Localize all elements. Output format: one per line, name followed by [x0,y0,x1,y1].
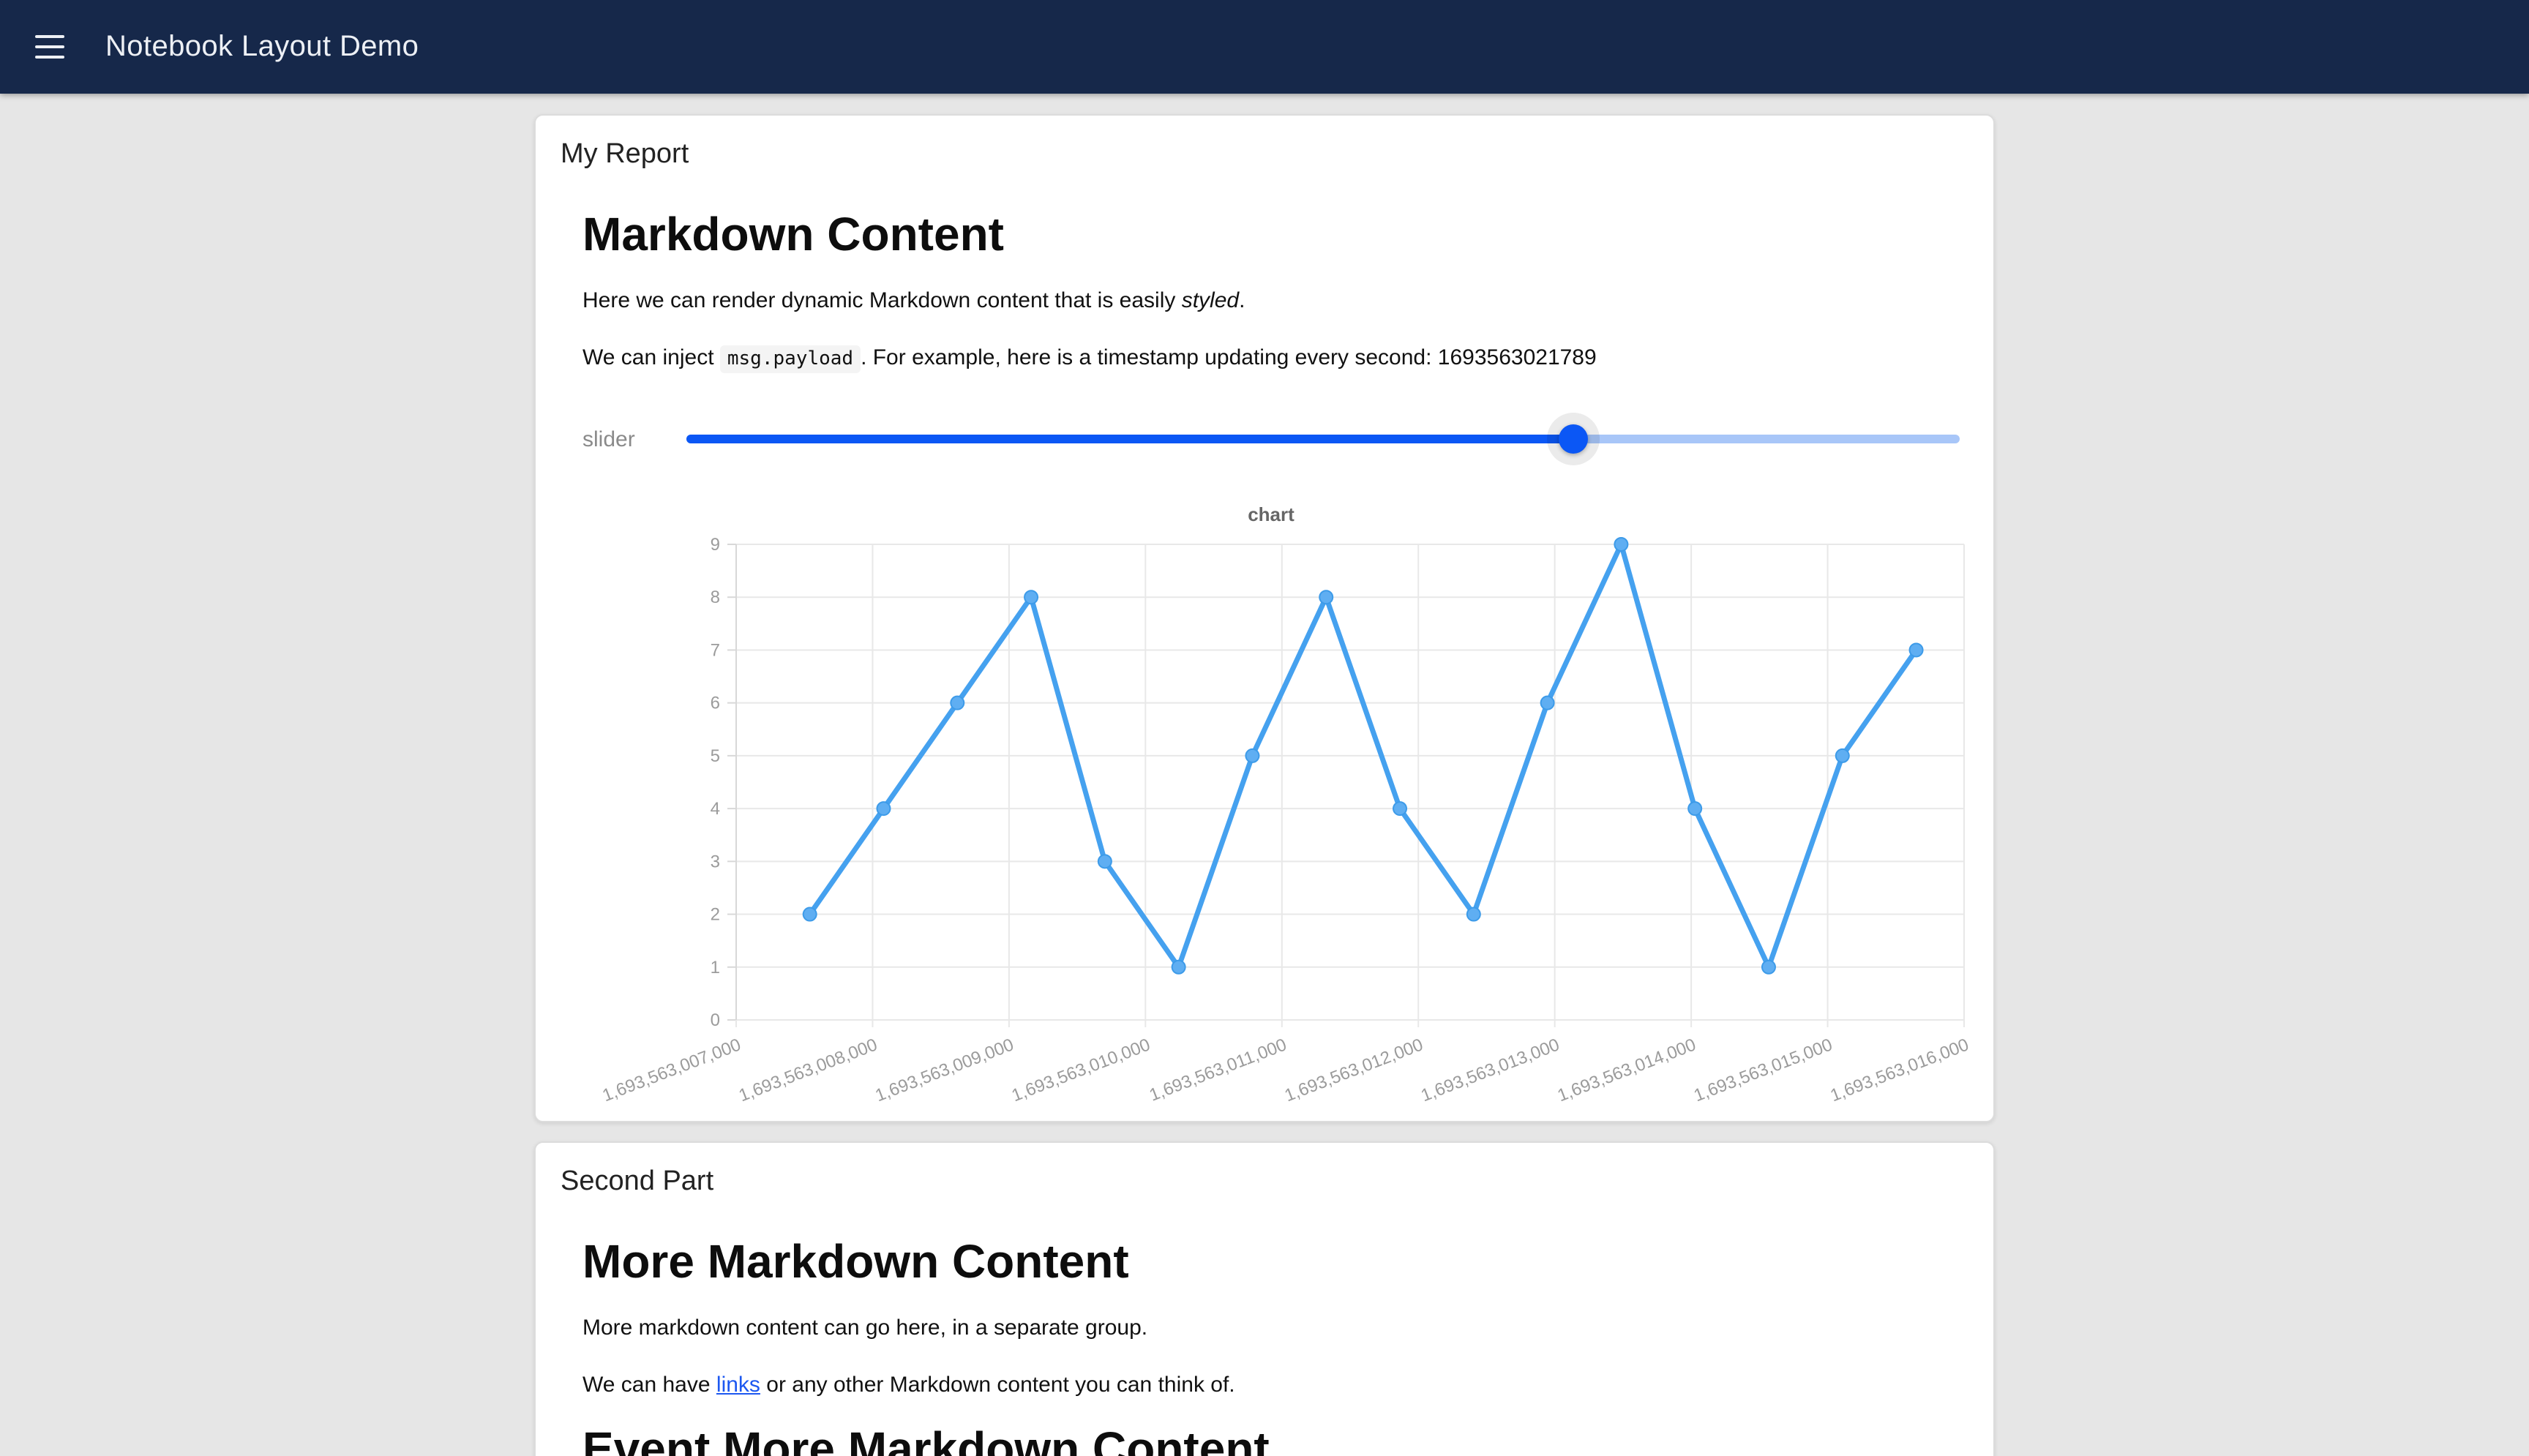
svg-text:6: 6 [711,694,720,713]
app-header: Notebook Layout Demo [0,0,2529,94]
svg-text:1,693,563,011,000: 1,693,563,011,000 [1147,1035,1289,1105]
svg-text:9: 9 [711,535,720,555]
card-my-report: My Report Markdown Content Here we can r… [534,114,1995,1122]
menu-button[interactable] [20,18,79,76]
svg-text:1: 1 [711,958,720,977]
timestamp-value: 1693563021789 [1437,345,1597,370]
slider-thumb[interactable] [1558,424,1588,454]
svg-text:5: 5 [711,746,720,766]
svg-text:1,693,563,014,000: 1,693,563,014,000 [1555,1035,1699,1106]
markdown-heading: Markdown Content [582,208,1004,260]
svg-text:1,693,563,008,000: 1,693,563,008,000 [736,1035,880,1106]
slider-fill [686,435,1573,443]
inline-code: msg.payload [719,345,861,373]
markdown-paragraph-3: More markdown content can go here, in a … [582,1316,1148,1340]
markdown-content: Markdown Content Here we can render dyna… [582,209,1960,375]
hamburger-icon [35,34,64,39]
svg-text:1,693,563,015,000: 1,693,563,015,000 [1691,1035,1835,1106]
app-title: Notebook Layout Demo [105,30,419,62]
markdown-paragraph-1: Here we can render dynamic Markdown cont… [582,288,1245,313]
svg-text:1,693,563,012,000: 1,693,563,012,000 [1282,1035,1426,1106]
line-chart[interactable]: 0 1 2 3 4 5 6 7 8 9 1,693,563,007,0001,693,563,008… [582,533,1972,1106]
markdown-heading-3: Event More Markdown Content [582,1422,1270,1456]
second-card-title: Second Part [561,1166,714,1197]
chart-title: chart [1248,503,1295,525]
slider-widget: slider [582,413,1960,465]
page-body: My Report Markdown Content Here we can r… [0,94,2529,1456]
markdown-heading-2: More Markdown Content [582,1235,1129,1288]
markdown-paragraph-2: We can inject msg.payload. For example, … [582,342,1960,375]
svg-text:8: 8 [711,588,720,607]
svg-text:1,693,563,010,000: 1,693,563,010,000 [1009,1035,1153,1106]
markdown-paragraph-4: We can have links or any other Markdown … [582,1373,1235,1397]
links-hyperlink[interactable]: links [716,1373,760,1397]
svg-text:1,693,563,007,000: 1,693,563,007,000 [600,1035,744,1106]
italic-word: styled [1181,288,1240,313]
markdown-content-2: More Markdown Content More markdown cont… [582,1237,1960,1456]
slider-track[interactable] [686,413,1960,465]
chart-widget: chart 0 1 2 3 4 5 6 7 8 9 1,693,563,007,000 1,693,5… [582,503,1972,1106]
svg-text:1,693,563,009,000: 1,693,563,009,000 [872,1035,1016,1106]
svg-text:1,693,563,013,000: 1,693,563,013,000 [1418,1035,1562,1106]
svg-text:0: 0 [711,1010,720,1030]
svg-text:2: 2 [711,905,720,925]
slider-label: slider [582,427,635,451]
svg-text:4: 4 [711,799,720,819]
svg-text:7: 7 [711,640,720,660]
svg-text:3: 3 [711,852,720,871]
card-second-part: Second Part More Markdown Content More m… [534,1141,1995,1456]
report-card-title: My Report [561,139,689,170]
svg-text:1,693,563,016,000: 1,693,563,016,000 [1828,1035,1972,1106]
slider-thumb-halo [1546,413,1600,465]
